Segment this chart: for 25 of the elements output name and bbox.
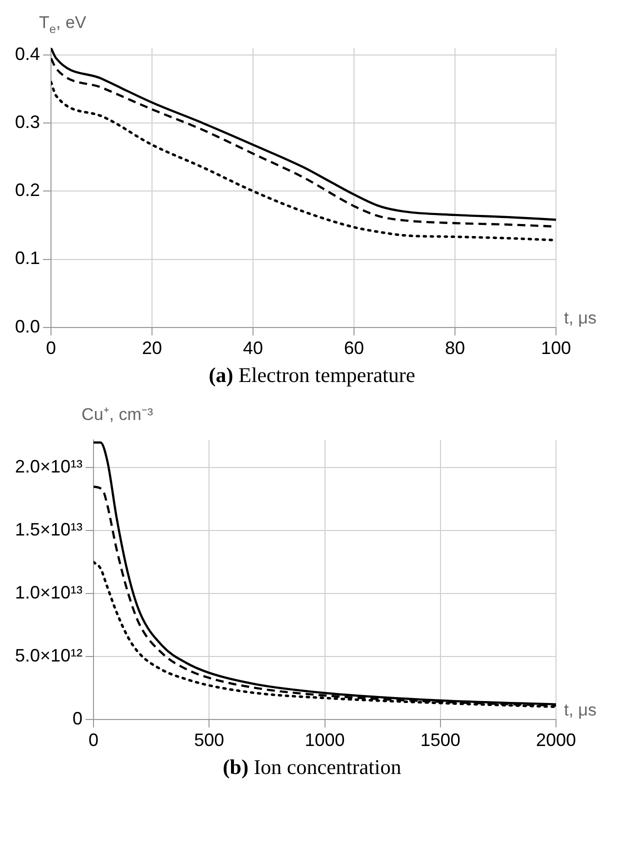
x-tick-label: 2000 bbox=[536, 730, 576, 750]
x-tick-label: 100 bbox=[540, 338, 572, 358]
x-axis-title: t, μs bbox=[564, 308, 596, 328]
y-tick-label: 1.0×10¹³ bbox=[14, 582, 83, 603]
text: (b) Ion concentration bbox=[222, 755, 402, 780]
y-tick-label: 0 bbox=[72, 708, 83, 728]
text: (a) Electron temperature bbox=[208, 363, 416, 388]
x-tick-label: 0 bbox=[88, 730, 99, 750]
x-axis-title: t, μs bbox=[564, 700, 596, 720]
x-tick-label: 60 bbox=[344, 338, 364, 358]
x-tick-label: 20 bbox=[142, 338, 162, 358]
y-tick-label: 1.5×10¹³ bbox=[14, 520, 83, 540]
y-tick-label: 0.1 bbox=[14, 248, 40, 268]
x-tick-label: 1000 bbox=[304, 730, 345, 750]
y-tick-label: 0.4 bbox=[14, 44, 40, 64]
y-tick-label: 0.2 bbox=[14, 180, 40, 200]
x-tick-label: 1500 bbox=[420, 730, 460, 750]
y-tick-label: 0.3 bbox=[14, 112, 40, 132]
y-tick-label: 5.0×10¹² bbox=[14, 645, 83, 666]
x-tick-label: 80 bbox=[444, 338, 466, 358]
x-tick-label: 40 bbox=[243, 338, 264, 358]
y-tick-label: 2.0×10¹³ bbox=[14, 456, 83, 477]
x-tick-label: 500 bbox=[194, 730, 224, 750]
y-axis-title: Cu⁺, cm⁻³ bbox=[82, 405, 154, 424]
y-tick-label: 0.0 bbox=[14, 316, 40, 336]
